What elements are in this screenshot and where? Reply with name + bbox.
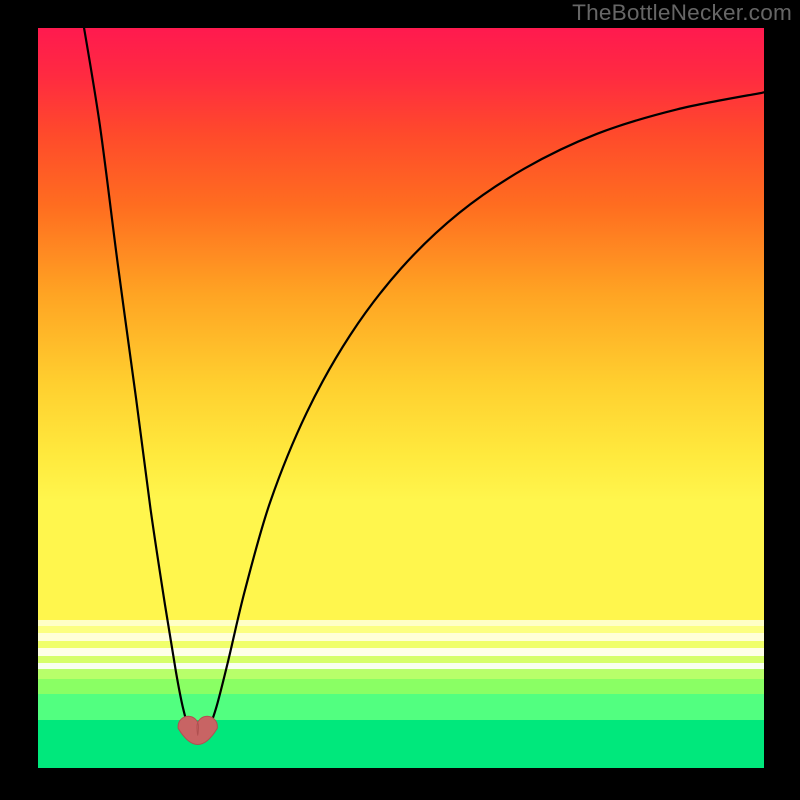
bottom-band: [38, 694, 764, 720]
background-gradient: [38, 28, 764, 620]
watermark-text: TheBottleNecker.com: [572, 0, 792, 26]
bottom-band: [38, 648, 764, 655]
bottom-band: [38, 641, 764, 648]
plot-area: [38, 28, 764, 768]
bottom-band: [38, 656, 764, 663]
bottom-band: [38, 669, 764, 679]
bottom-band: [38, 679, 764, 694]
bottom-band: [38, 626, 764, 633]
bottom-band: [38, 720, 764, 768]
bottom-band: [38, 633, 764, 640]
